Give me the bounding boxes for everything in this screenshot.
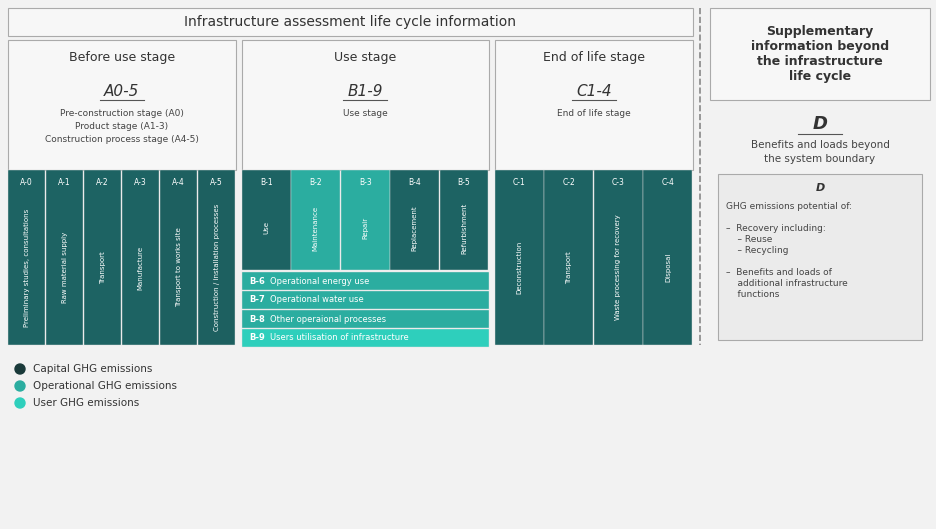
Text: Operational water use: Operational water use — [270, 296, 363, 305]
Bar — [389, 170, 439, 270]
Circle shape — [15, 398, 25, 408]
Text: B-5: B-5 — [457, 178, 470, 187]
Circle shape — [15, 364, 25, 374]
Text: Use: Use — [263, 222, 270, 234]
Bar — [494, 170, 544, 345]
Text: Operational GHG emissions: Operational GHG emissions — [33, 381, 177, 391]
Text: A0-5: A0-5 — [104, 84, 139, 98]
Text: Manufacture: Manufacture — [138, 245, 143, 289]
Text: – Recycling: – Recycling — [725, 246, 788, 255]
Bar — [643, 170, 692, 345]
Text: Waste processing for recovery: Waste processing for recovery — [615, 215, 621, 321]
Text: Other operaional processes: Other operaional processes — [270, 315, 386, 324]
Text: D: D — [814, 183, 824, 193]
Bar — [84, 170, 122, 345]
Text: B-6: B-6 — [249, 277, 265, 286]
Text: User GHG emissions: User GHG emissions — [33, 398, 139, 408]
Bar — [593, 170, 642, 345]
Text: Transport: Transport — [565, 251, 571, 284]
Bar — [494, 40, 693, 170]
Bar — [241, 170, 290, 270]
Bar — [709, 8, 929, 100]
Text: Raw material supply: Raw material supply — [62, 232, 67, 303]
Text: A-4: A-4 — [172, 178, 185, 187]
Bar — [241, 272, 489, 290]
Bar — [291, 170, 340, 270]
Text: Supplementary
information beyond
the infrastructure
life cycle: Supplementary information beyond the inf… — [750, 25, 888, 83]
Text: C-3: C-3 — [611, 178, 624, 187]
Bar — [197, 170, 235, 345]
Bar — [241, 329, 489, 347]
Bar — [241, 291, 489, 309]
Text: Refurbishment: Refurbishment — [461, 203, 466, 253]
Text: A-5: A-5 — [211, 178, 223, 187]
Text: A-1: A-1 — [58, 178, 71, 187]
Text: C-4: C-4 — [661, 178, 674, 187]
Text: C-2: C-2 — [562, 178, 575, 187]
Bar — [241, 310, 489, 328]
Text: –  Benefits and loads of: – Benefits and loads of — [725, 268, 831, 277]
Text: Before use stage: Before use stage — [69, 51, 175, 64]
Text: B-2: B-2 — [309, 178, 322, 187]
Text: B-1: B-1 — [260, 178, 272, 187]
Text: Users utilisation of infrastructure: Users utilisation of infrastructure — [270, 333, 408, 342]
Text: Preliminary studies, consultations: Preliminary studies, consultations — [23, 208, 30, 326]
Text: Transport to works site: Transport to works site — [176, 227, 182, 307]
Text: Use stage: Use stage — [334, 51, 396, 64]
Text: D: D — [812, 115, 826, 133]
Bar — [122, 170, 159, 345]
Bar — [8, 8, 693, 36]
Bar — [160, 170, 197, 345]
Text: A-3: A-3 — [134, 178, 147, 187]
Text: B-4: B-4 — [408, 178, 420, 187]
Text: B1-9: B1-9 — [347, 84, 383, 98]
Text: Use stage: Use stage — [343, 109, 388, 118]
Text: B-7: B-7 — [249, 296, 265, 305]
Bar — [439, 170, 488, 270]
Bar — [341, 170, 389, 270]
Text: GHG emissions potential of:: GHG emissions potential of: — [725, 202, 851, 211]
Bar — [544, 170, 592, 345]
Text: C-1: C-1 — [513, 178, 525, 187]
Text: additional infrastructure: additional infrastructure — [725, 279, 847, 288]
Text: Replacement: Replacement — [411, 205, 417, 251]
Text: C1-4: C1-4 — [576, 84, 611, 98]
Text: Maintenance: Maintenance — [313, 205, 318, 251]
Bar — [8, 170, 46, 345]
Text: End of life stage: End of life stage — [557, 109, 630, 118]
Text: Benefits and loads beyond
the system boundary: Benefits and loads beyond the system bou… — [750, 140, 888, 164]
Text: Capital GHG emissions: Capital GHG emissions — [33, 364, 153, 374]
Text: A-0: A-0 — [21, 178, 33, 187]
Text: Deconstruction: Deconstruction — [516, 241, 522, 294]
Bar — [46, 170, 83, 345]
Text: Transport: Transport — [99, 251, 106, 284]
Text: B-8: B-8 — [249, 315, 265, 324]
Text: –  Recovery including:: – Recovery including: — [725, 224, 825, 233]
Text: Construction / installation processes: Construction / installation processes — [213, 204, 220, 331]
Bar — [8, 40, 236, 170]
Text: B-9: B-9 — [249, 333, 265, 342]
Bar — [241, 40, 489, 170]
Text: – Reuse: – Reuse — [725, 235, 771, 244]
Text: End of life stage: End of life stage — [543, 51, 644, 64]
Bar — [717, 174, 921, 340]
Text: Infrastructure assessment life cycle information: Infrastructure assessment life cycle inf… — [184, 15, 516, 29]
Text: B-3: B-3 — [358, 178, 372, 187]
Text: Pre-construction stage (A0)
Product stage (A1-3)
Construction process stage (A4-: Pre-construction stage (A0) Product stag… — [45, 109, 198, 144]
Text: Repair: Repair — [362, 217, 368, 239]
Text: Disposal: Disposal — [665, 253, 670, 282]
Circle shape — [15, 381, 25, 391]
Text: Operational energy use: Operational energy use — [270, 277, 369, 286]
Text: functions: functions — [725, 290, 779, 299]
Text: A-2: A-2 — [96, 178, 109, 187]
